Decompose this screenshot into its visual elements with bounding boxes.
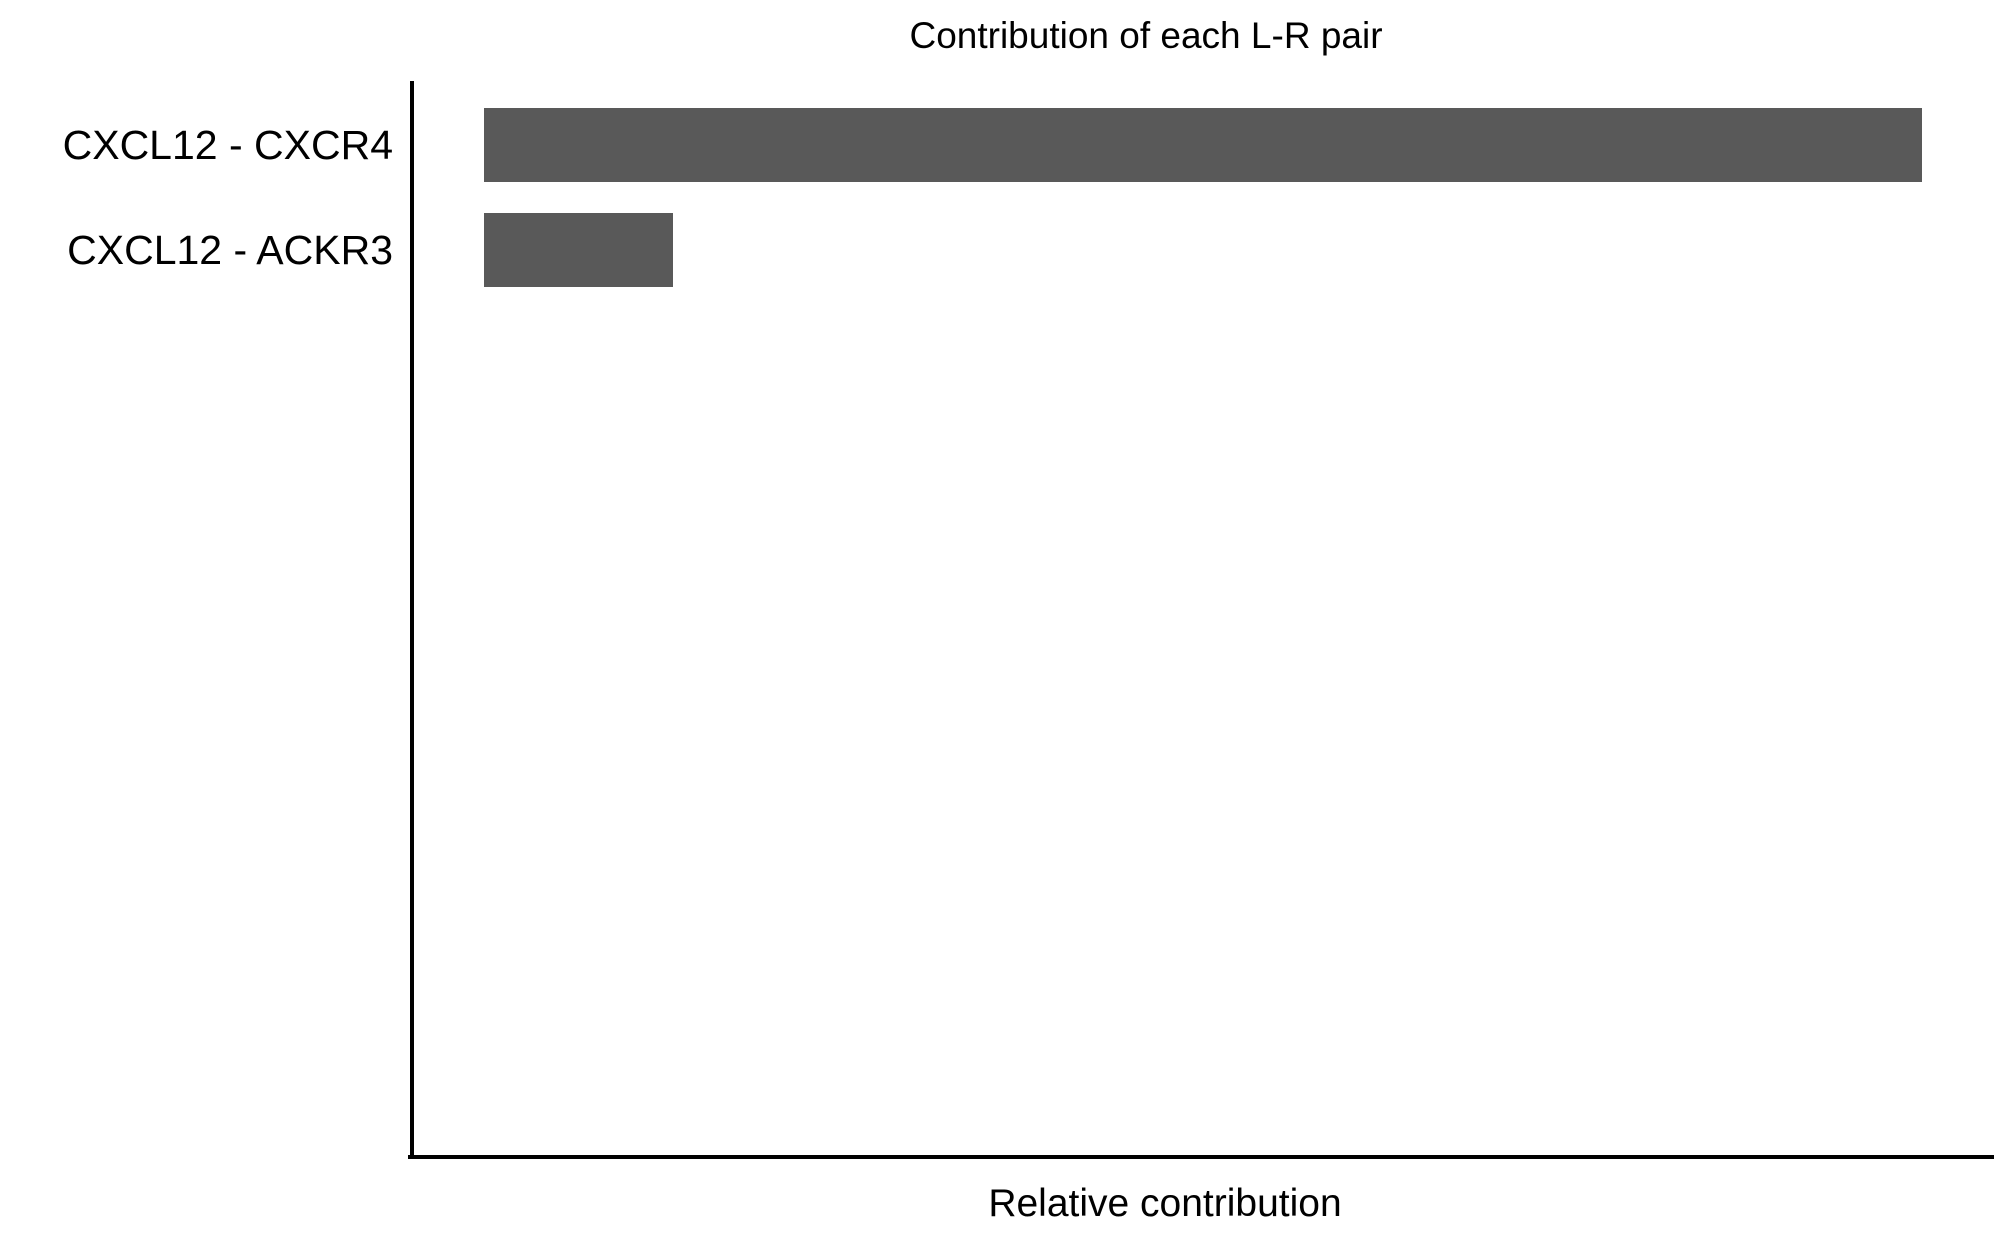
y-tick-label: CXCL12 - CXCR4 [62,122,393,168]
y-axis-line [410,81,414,1159]
x-axis-label: Relative contribution [988,1182,1342,1225]
bar [484,213,673,287]
x-axis-line [408,1155,1994,1159]
y-tick-label: CXCL12 - ACKR3 [67,227,393,273]
bar [484,108,1922,182]
chart-title: Contribution of each L-R pair [909,15,1383,56]
